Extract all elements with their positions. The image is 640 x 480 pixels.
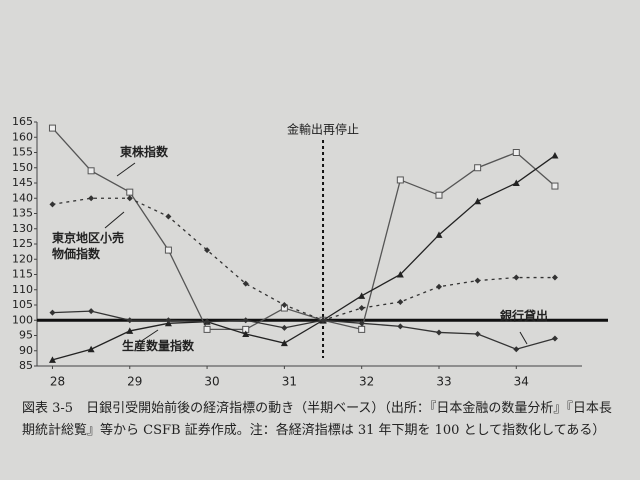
x-tick-label: 34 xyxy=(514,375,529,389)
y-tick-label: 105 xyxy=(12,298,33,311)
series-label: 東京地区小売物価指数 xyxy=(52,231,125,261)
y-tick-label: 165 xyxy=(12,115,33,128)
y-tick-label: 125 xyxy=(12,237,33,250)
y-tick-label: 100 xyxy=(12,313,33,326)
y-tick-label: 150 xyxy=(12,161,33,174)
marker xyxy=(397,323,404,330)
marker xyxy=(435,231,443,238)
marker xyxy=(281,324,288,331)
y-tick-label: 120 xyxy=(12,252,33,265)
arrow xyxy=(116,162,136,177)
y-tick-label: 115 xyxy=(12,268,33,281)
x-tick-label: 31 xyxy=(282,375,297,389)
marker xyxy=(48,356,56,363)
marker xyxy=(242,330,250,337)
marker xyxy=(242,280,249,287)
y-tick-label: 155 xyxy=(12,146,33,159)
x-tick-label: 30 xyxy=(204,375,219,389)
arrow xyxy=(104,211,125,229)
y-tick-label: 110 xyxy=(12,283,33,296)
marker xyxy=(513,346,520,353)
marker xyxy=(512,149,520,156)
marker xyxy=(396,176,404,184)
marker xyxy=(126,188,134,196)
marker xyxy=(88,308,95,315)
x-tick-label: 33 xyxy=(436,375,451,389)
marker xyxy=(474,277,481,284)
y-tick-label: 85 xyxy=(19,359,33,372)
y-tick-label: 145 xyxy=(12,176,33,189)
marker xyxy=(551,152,559,159)
event-label: 金輸出再停止 xyxy=(287,122,359,137)
marker xyxy=(474,197,482,205)
marker xyxy=(358,305,365,312)
marker xyxy=(87,167,95,175)
marker xyxy=(551,335,558,342)
arrow xyxy=(139,329,159,343)
marker xyxy=(126,327,134,334)
marker xyxy=(48,124,56,132)
marker xyxy=(435,283,442,290)
arrows xyxy=(104,162,528,345)
marker xyxy=(320,317,327,324)
marker xyxy=(358,325,366,333)
marker xyxy=(358,292,366,299)
marker xyxy=(435,191,443,199)
marker xyxy=(280,339,288,347)
caption: 図表 3-5 日銀引受開始前後の経済指標の動き（半期ベース）（出所：『日本金融の… xyxy=(22,401,612,438)
series-line xyxy=(52,310,556,350)
marker xyxy=(551,182,559,190)
series-line xyxy=(52,197,555,321)
marker xyxy=(165,213,172,220)
marker xyxy=(513,274,520,281)
marker xyxy=(126,317,133,324)
marker xyxy=(49,201,56,208)
x-tick-label: 28 xyxy=(50,375,65,389)
marker xyxy=(49,309,56,316)
marker xyxy=(164,246,172,254)
marker xyxy=(242,317,249,324)
marker xyxy=(551,274,558,281)
series-label: 生産数量指数 xyxy=(122,339,195,353)
y-tick-label: 135 xyxy=(12,207,33,220)
marker xyxy=(165,317,172,324)
marker xyxy=(126,195,133,202)
y-tick-label: 160 xyxy=(12,130,33,143)
y-tick-label: 90 xyxy=(19,344,33,357)
series-label: 東株指数 xyxy=(120,145,169,159)
marker xyxy=(204,247,211,254)
y-tick-label: 130 xyxy=(12,222,33,235)
x-tick-label: 29 xyxy=(127,375,142,389)
marker xyxy=(474,330,481,337)
series-line xyxy=(52,155,556,361)
marker xyxy=(203,325,211,333)
marker xyxy=(396,271,404,278)
x-tick-label: 32 xyxy=(359,375,374,389)
marker xyxy=(358,320,365,327)
arrow xyxy=(519,331,528,345)
series-label: 銀行貸出 xyxy=(500,309,549,323)
marker xyxy=(88,195,95,202)
marker xyxy=(281,302,288,308)
marker xyxy=(397,298,404,305)
marker xyxy=(435,329,442,336)
marker xyxy=(512,179,520,186)
marker xyxy=(204,318,211,325)
y-tick-label: 140 xyxy=(12,191,33,204)
marker xyxy=(474,164,482,172)
marker xyxy=(87,345,95,353)
y-tick-label: 95 xyxy=(19,329,33,342)
